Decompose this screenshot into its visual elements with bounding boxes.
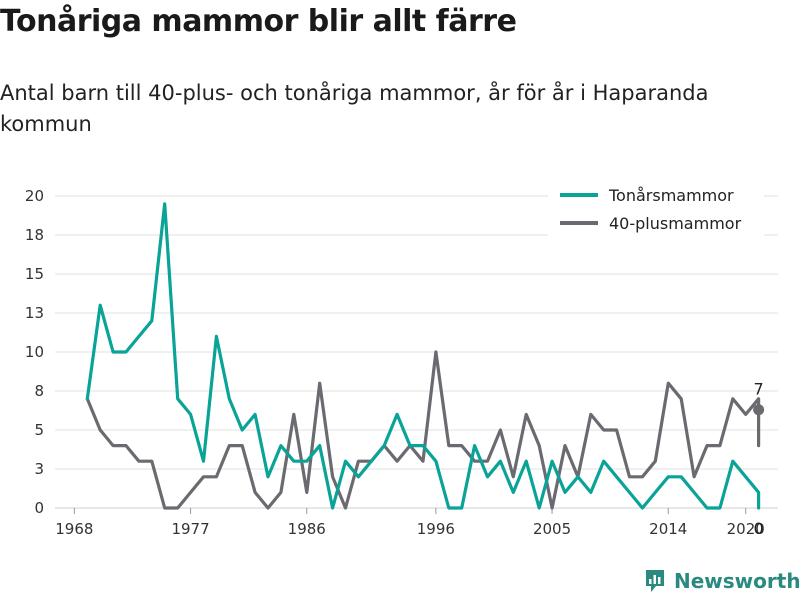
y-tick-label: 13 (25, 304, 44, 322)
end-point-40-plusmammor (753, 404, 765, 416)
x-tick-label: 1996 (417, 520, 455, 538)
newsworthy-logo: Newsworthy (644, 568, 800, 594)
y-tick-label: 3 (34, 460, 44, 478)
y-tick-label: 10 (25, 343, 44, 361)
series-line-40-plusmammor (85, 350, 761, 510)
brand-name: Newsworthy (674, 569, 800, 593)
line-chart: 0 3 5 8 10 13 15 18 20 1968 1977 1986 1996 2005 2014 20… (24, 180, 778, 538)
y-tick-label: 20 (25, 187, 44, 205)
series-line-tonarsmammor (85, 202, 761, 510)
chart-title: Tonåriga mammor blir allt färre (0, 4, 517, 39)
x-tick-label: 1977 (171, 520, 209, 538)
newsworthy-logo-icon (646, 570, 664, 592)
y-tick-label: 5 (34, 421, 44, 439)
y-tick-label: 15 (25, 265, 44, 283)
x-tick-label: 2014 (649, 520, 687, 538)
x-tick-label: 2020 (727, 520, 765, 538)
legend-label: 40-plusmammor (609, 214, 742, 233)
x-tick-label: 1986 (288, 520, 326, 538)
legend-label: Tonårsmammor (608, 186, 734, 205)
y-tick-label: 8 (34, 382, 44, 400)
chart-subtitle: Antal barn till 40-plus- och tonåriga ma… (0, 81, 709, 136)
x-tick-label: 1968 (55, 520, 93, 538)
x-tick-label: 2005 (533, 520, 571, 538)
end-label-40-plusmammor: 7 (754, 380, 764, 399)
end-label-tonarsmammor: 0 (754, 519, 764, 538)
y-tick-label: 0 (34, 499, 44, 517)
y-tick-label: 18 (25, 226, 44, 244)
legend-box (548, 180, 764, 238)
